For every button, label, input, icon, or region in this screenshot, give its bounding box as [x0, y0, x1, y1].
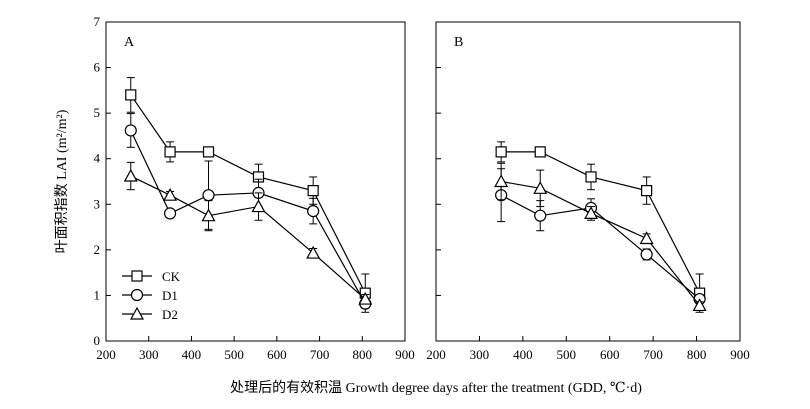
y-tick-label: 2: [94, 242, 101, 257]
data-point: [641, 185, 653, 197]
data-point: [202, 189, 215, 202]
y-tick-label: 5: [94, 105, 101, 120]
plot-frame: [105, 21, 406, 342]
x-tick-label: 700: [643, 347, 663, 362]
data-point: [495, 146, 507, 158]
data-point: [639, 231, 654, 245]
data-point: [533, 181, 548, 194]
data-point: [124, 124, 137, 137]
series-line: [130, 94, 366, 294]
series-d2: [494, 162, 707, 312]
legend-marker: [131, 270, 143, 282]
data-point: [251, 199, 266, 213]
data-point: [202, 146, 215, 158]
data-point: [306, 245, 321, 259]
data-point: [692, 298, 707, 312]
y-axis-title: 叶面积指数 LAI (m²/m²): [54, 109, 70, 253]
data-point: [494, 174, 509, 188]
y-tick-label: 1: [94, 287, 101, 302]
panel-label: A: [124, 35, 135, 50]
legend-marker: [129, 306, 145, 320]
y-tick-label: 4: [94, 151, 101, 166]
legend-label: D1: [162, 288, 178, 303]
x-tick-label: 400: [182, 347, 202, 362]
panel-label: B: [454, 35, 463, 50]
x-tick-label: 800: [353, 347, 373, 362]
series-line: [130, 175, 366, 300]
legend-marker: [130, 288, 144, 302]
series-line: [130, 130, 366, 304]
x-tick-label: 500: [224, 347, 244, 362]
y-tick-label: 7: [94, 14, 101, 29]
x-tick-label: 900: [730, 347, 750, 362]
data-point: [201, 208, 216, 222]
x-tick-label: 900: [395, 347, 415, 362]
legend: CK D1 D2: [122, 269, 181, 322]
series-d1: [495, 168, 706, 306]
data-point: [307, 185, 319, 197]
data-point: [640, 248, 653, 261]
x-tick-label: 600: [600, 347, 620, 362]
x-tick-label: 700: [310, 347, 330, 362]
series-ck: [495, 141, 706, 313]
data-point: [534, 209, 547, 222]
data-point: [358, 291, 373, 305]
data-point: [125, 89, 137, 101]
x-tick-label: 200: [96, 347, 116, 362]
data-point: [534, 146, 546, 158]
data-point: [307, 205, 320, 218]
series-line: [501, 180, 701, 306]
x-tick-label: 300: [470, 347, 490, 362]
data-point: [163, 187, 178, 201]
x-tick-label: 200: [426, 347, 446, 362]
x-tick-label: 400: [513, 347, 533, 362]
x-tick-label: 500: [557, 347, 577, 362]
series-line: [501, 151, 701, 294]
y-tick-label: 6: [94, 60, 101, 75]
y-tick-label: 3: [94, 196, 101, 211]
series-d2: [123, 161, 373, 305]
data-point: [164, 146, 176, 158]
panel-b: 200 300 400 500 600 700 800 900 B: [426, 21, 750, 362]
panel-a: 200 300 400 500 600 700 800 900 0 1 2 3 4 5 6 7 A 叶面积指数 L…: [54, 14, 415, 362]
x-tick-label: 600: [267, 347, 287, 362]
data-point: [163, 207, 177, 220]
y-tick-label: 0: [94, 333, 101, 348]
series-line: [500, 194, 700, 300]
data-point: [584, 206, 599, 219]
data-point: [585, 171, 597, 183]
x-axis-title: 处理后的有效积温 Growth degree days after the tr…: [230, 380, 642, 396]
x-tick-label: 800: [687, 347, 707, 362]
legend-label: D2: [162, 307, 178, 322]
data-point: [123, 168, 138, 182]
plot-frame: [435, 21, 741, 342]
x-tick-label: 300: [139, 347, 159, 362]
legend-label: CK: [162, 269, 181, 284]
